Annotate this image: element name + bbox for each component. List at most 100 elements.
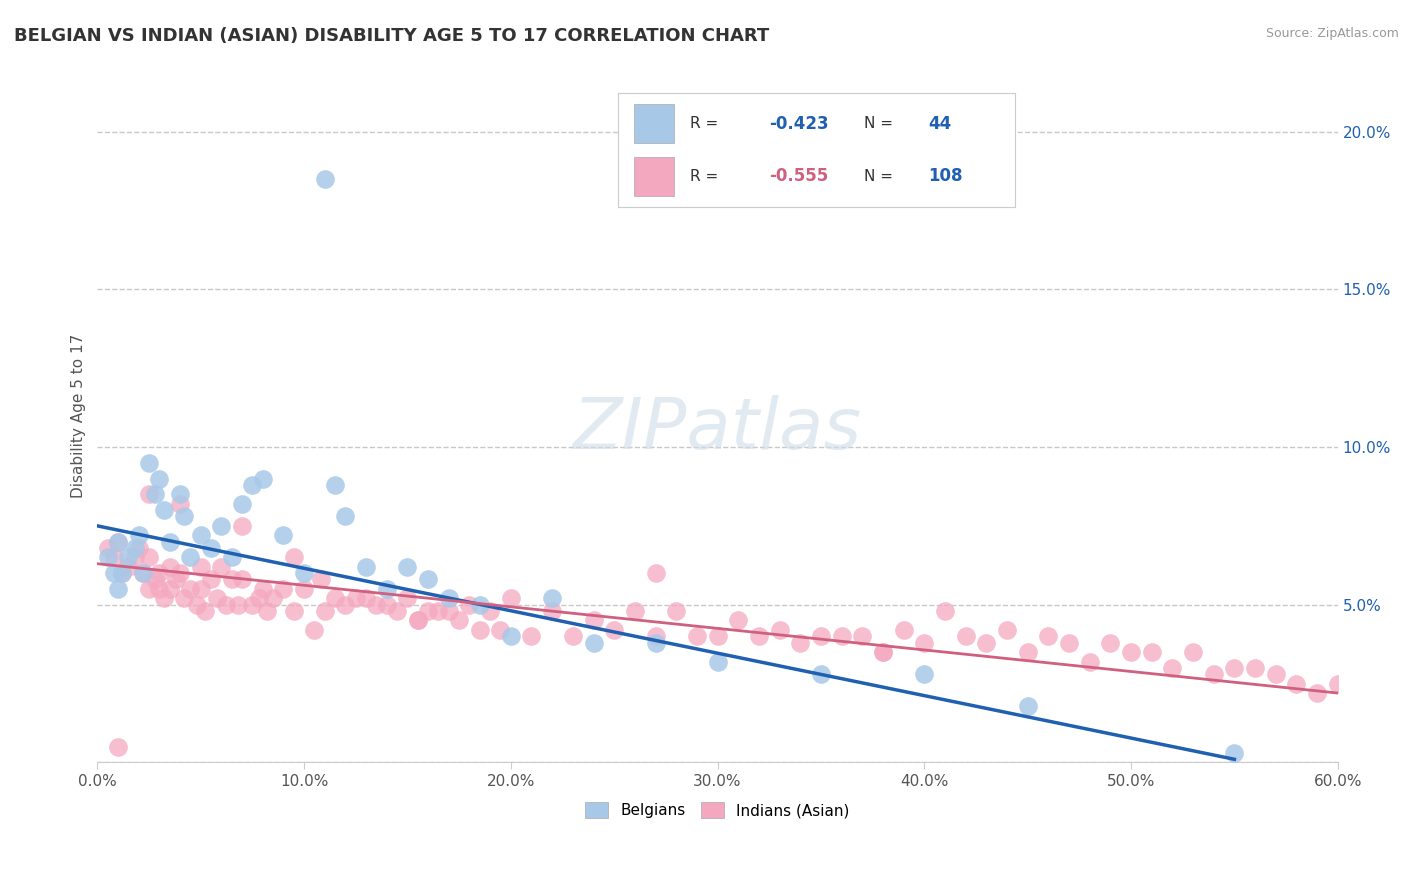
Point [418, 573, 440, 587]
Point [520, 629, 543, 643]
Point [748, 629, 770, 643]
Point [644, 566, 666, 581]
Point [1161, 661, 1184, 675]
Point [995, 623, 1018, 637]
Point [1119, 645, 1142, 659]
Point [603, 623, 626, 637]
Point [354, 591, 377, 606]
Point [242, 478, 264, 492]
Point [194, 604, 217, 618]
Point [366, 598, 388, 612]
Point [499, 591, 522, 606]
Point [200, 573, 222, 587]
Point [789, 635, 811, 649]
Point [437, 591, 460, 606]
Point [128, 541, 150, 555]
Text: ZIPatlas: ZIPatlas [574, 395, 862, 464]
Point [831, 629, 853, 643]
Point [117, 560, 139, 574]
Point [406, 614, 429, 628]
Point [190, 528, 212, 542]
Point [138, 456, 160, 470]
Point [283, 604, 305, 618]
Point [256, 604, 278, 618]
Point [686, 629, 709, 643]
Point [309, 573, 332, 587]
Point [1017, 698, 1039, 713]
Point [427, 604, 450, 618]
Point [479, 604, 502, 618]
Point [418, 604, 440, 618]
Point [304, 623, 326, 637]
Point [242, 598, 264, 612]
Point [912, 635, 935, 649]
Point [396, 591, 419, 606]
Point [247, 591, 270, 606]
Point [221, 550, 243, 565]
Point [226, 598, 249, 612]
Point [1099, 635, 1122, 649]
Y-axis label: Disability Age 5 to 17: Disability Age 5 to 17 [72, 334, 86, 498]
Point [179, 582, 201, 596]
Legend: Belgians, Indians (Asian): Belgians, Indians (Asian) [579, 796, 856, 824]
Point [152, 591, 174, 606]
Point [582, 614, 605, 628]
Text: Source: ZipAtlas.com: Source: ZipAtlas.com [1265, 27, 1399, 40]
Point [107, 534, 129, 549]
Point [582, 635, 605, 649]
Point [165, 573, 187, 587]
Point [1264, 667, 1286, 681]
Point [1038, 629, 1060, 643]
Point [148, 582, 170, 596]
Point [169, 497, 191, 511]
Point [292, 582, 315, 596]
Point [385, 604, 408, 618]
Point [406, 614, 429, 628]
Point [893, 623, 915, 637]
Point [468, 598, 491, 612]
Point [1078, 655, 1101, 669]
Point [706, 655, 728, 669]
Point [644, 629, 666, 643]
Point [1223, 746, 1246, 760]
Point [103, 550, 125, 565]
Point [143, 487, 166, 501]
Point [252, 472, 274, 486]
Point [810, 667, 832, 681]
Point [207, 591, 229, 606]
Point [107, 534, 129, 549]
Point [97, 541, 120, 555]
Point [214, 598, 236, 612]
Point [665, 604, 688, 618]
Text: BELGIAN VS INDIAN (ASIAN) DISABILITY AGE 5 TO 17 CORRELATION CHART: BELGIAN VS INDIAN (ASIAN) DISABILITY AGE… [14, 27, 769, 45]
Point [221, 573, 243, 587]
Point [138, 582, 160, 596]
Point [561, 629, 583, 643]
Point [169, 487, 191, 501]
Point [179, 550, 201, 565]
Point [111, 566, 134, 581]
Point [1306, 686, 1329, 700]
Point [375, 598, 398, 612]
Point [314, 604, 336, 618]
Point [344, 591, 367, 606]
Point [644, 635, 666, 649]
Point [148, 566, 170, 581]
Point [458, 598, 481, 612]
Point [103, 566, 125, 581]
Point [209, 519, 232, 533]
Point [1244, 661, 1267, 675]
Point [231, 573, 253, 587]
Point [449, 614, 471, 628]
Point [976, 635, 998, 649]
Point [190, 560, 212, 574]
Point [117, 550, 139, 565]
Point [354, 560, 377, 574]
Point [810, 629, 832, 643]
Point [152, 503, 174, 517]
Point [169, 566, 191, 581]
Point [541, 591, 564, 606]
Point [768, 623, 790, 637]
Point [872, 645, 894, 659]
Point [132, 566, 155, 581]
